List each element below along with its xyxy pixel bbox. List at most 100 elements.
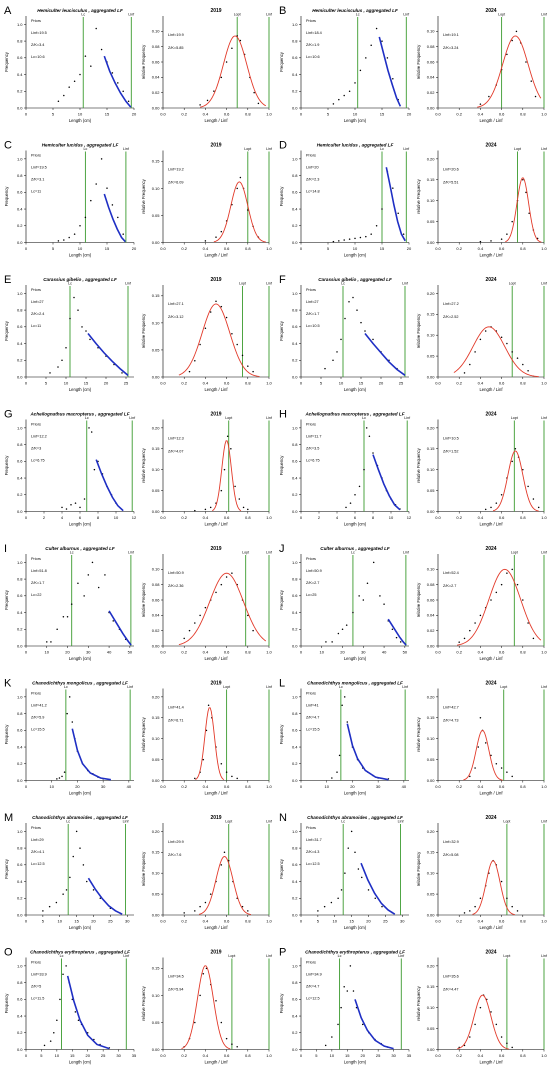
lf-H-point-5 <box>365 427 368 429</box>
rf-L-fit-curve <box>463 729 503 781</box>
lf-G-ylabel: Frequency <box>4 455 9 476</box>
rf-B-vline-label-0: Lopt <box>498 13 505 17</box>
rf-G-xtick-label-4: 0.8 <box>245 515 251 520</box>
lf-L-xlabel: Length (cm) <box>344 791 367 796</box>
lf-M-annotation-0: Priors <box>31 826 41 830</box>
rf-P-xlabel: Length / Linf <box>479 1060 503 1065</box>
rf-D-xlabel: Length / Linf <box>479 253 503 258</box>
lf-E-xtick-label-2: 10 <box>64 381 69 386</box>
rf-C-ylabel: relative Frequency <box>141 178 146 213</box>
lf-H-xtick-label-1: 2 <box>318 515 321 520</box>
rf-P-ytick-label-0: 0.00 <box>427 1047 436 1052</box>
rf-N-ytick-label-0: 0.00 <box>427 912 436 917</box>
rf-G-point-4 <box>220 489 223 492</box>
lf-F-point-2 <box>336 351 338 353</box>
rf-G-point-0 <box>194 509 196 512</box>
lf-I-xtick-label-4: 40 <box>107 650 112 655</box>
lf-L-xtick-label-0: 0 <box>300 784 303 789</box>
lf-N-annotation-1: Linf=31.7 <box>306 838 322 842</box>
lf-G-xtick-label-4: 8 <box>97 515 100 520</box>
lf-L-annotation-1: Linf=41 <box>306 704 319 708</box>
lf-J-point-0 <box>325 641 327 643</box>
rf-I-ytick-label-1: 0.02 <box>152 628 161 633</box>
panel-letter-B: B <box>279 5 286 17</box>
lf-N-point-1 <box>323 905 326 908</box>
rf-N-point-3 <box>479 897 482 900</box>
lf-E-axes: 0 5 10 15 20 25 0.0 0.2 0.4 0.6 0.8 1.0 Length (cm) F… <box>4 277 134 392</box>
lf-M-xtick-label-2: 10 <box>58 919 63 924</box>
rf-G-vline-label-1: Linf <box>266 416 272 420</box>
rf-D-xtick-label-0: 0.0 <box>435 246 441 251</box>
rf-B-ytick-label-4: 0.08 <box>427 44 436 49</box>
lf-I-vline-label-1: Linf <box>128 551 134 555</box>
lf-J-ylabel: Frequency <box>279 589 284 610</box>
rf-I-point-4 <box>204 606 207 609</box>
lf-F-annotation-2: Z/K=1.7 <box>306 312 319 316</box>
lf-K-ytick-label-0: 0.0 <box>17 778 23 783</box>
rf-F-xtick-label-5: 1.0 <box>541 381 547 386</box>
lf-D-ytick-label-5: 1.0 <box>292 156 298 161</box>
rf-I-annotation-0: Linf=50.9 <box>168 571 184 575</box>
rf-O-point-4 <box>202 972 205 975</box>
lf-L-ylabel: Frequency <box>279 724 284 745</box>
rf-P-xtick-label-5: 1.0 <box>541 1053 547 1058</box>
lf-E-title: Carassius gibelio , aggregated LF <box>43 277 117 282</box>
lf-P-annotation-2: Z/K=4.7 <box>306 985 319 989</box>
lf-L-ytick-label-2: 0.4 <box>292 744 298 749</box>
lf-L-ytick-label-5: 1.0 <box>292 694 298 699</box>
rf-F-xtick-label-1: 0.2 <box>456 381 462 386</box>
panel-G: G 0 2 4 6 8 10 12 0.0 0.2 0.4 0.6 0.8 1.0 Length (cm) F… <box>4 409 273 527</box>
rf-B-point-4 <box>506 53 508 56</box>
rf-L-axes: 0.0 0.2 0.4 0.6 0.8 1.0 0.00 0.05 0.10 0.15 0.20 Le… <box>416 681 548 796</box>
lf-N-point-9 <box>357 868 360 870</box>
lf-O-xtick-label-6: 30 <box>116 1053 121 1058</box>
rf-I-xtick-label-5: 1.0 <box>266 650 272 655</box>
lf-I-xtick-label-3: 30 <box>86 650 91 655</box>
rf-E-point-1 <box>194 360 196 362</box>
lf-K-point-1 <box>58 777 61 779</box>
lf-O-annotation-2: Z/K=5 <box>31 985 41 989</box>
panel-O: O 0 5 10 15 20 25 30 35 0.0 0.2 0.4 0.6 0.8 1.0 Length … <box>4 947 273 1065</box>
lf-G-vline-label-0: Lc <box>85 416 89 420</box>
lf-O-ytick-label-2: 0.4 <box>17 1013 23 1018</box>
lf-O-xtick-label-2: 10 <box>55 1053 60 1058</box>
lf-M-xtick-label-6: 30 <box>125 919 130 924</box>
lf-H-point-2 <box>354 494 356 496</box>
lf-P-xtick-label-6: 30 <box>391 1053 396 1058</box>
panel-letter-L: L <box>279 678 285 690</box>
lf-A-point-7 <box>95 27 97 30</box>
rf-A-xtick-label-0: 0.0 <box>160 112 166 117</box>
lf-C-vline-label-1: Linf <box>123 147 129 151</box>
lf-D-vline-label-0: Lc <box>380 147 384 151</box>
lf-O-point-10 <box>77 1019 80 1021</box>
rf-H-title: 2024 <box>485 412 496 418</box>
rf-J-fit-curve <box>457 568 542 646</box>
lf-A-xlabel: Length (cm) <box>69 118 92 123</box>
rf-O-point-2 <box>194 1021 196 1024</box>
lf-F-point-1 <box>332 359 334 362</box>
rf-M-point-11 <box>241 905 244 908</box>
lf-N-ytick-label-0: 0.0 <box>292 912 298 917</box>
rf-G-point-7 <box>230 448 232 450</box>
lf-B-title: Hemiculter leucisculus , aggregated LF <box>312 8 398 13</box>
rf-E-ytick-label-1: 0.05 <box>152 347 161 352</box>
rf-L-point-8 <box>500 767 503 769</box>
rf-I-vline-label-0: Lopt <box>242 551 249 555</box>
rf-P-ylabel: relative Frequency <box>416 985 421 1020</box>
rf-P-fit-curve <box>456 994 510 1050</box>
lf-M-fit-curve <box>87 877 123 915</box>
lf-E-fit-curve <box>87 333 129 376</box>
lf-M-xtick-label-4: 20 <box>91 919 96 924</box>
rf-K-vline-label-0: Lopt <box>223 685 230 689</box>
lf-B-vline-label-1: Linf <box>403 13 409 17</box>
rf-M-vline-label-0: Lopt <box>225 820 232 824</box>
lf-D-annotation-3: Lc=14.8 <box>306 190 320 194</box>
rf-K-ytick-label-1: 0.05 <box>152 757 161 762</box>
lf-P-xtick-label-1: 5 <box>315 1053 318 1058</box>
lf-O-xlabel: Length (cm) <box>69 1060 92 1065</box>
rf-K-vline-label-1: Linf <box>266 685 272 689</box>
rf-N-point-1 <box>469 910 471 912</box>
rf-E-vline-label-0: Lopt <box>239 282 246 286</box>
lf-M-point-5 <box>69 876 71 879</box>
rf-N-vline-label-1: Linf <box>541 820 547 824</box>
